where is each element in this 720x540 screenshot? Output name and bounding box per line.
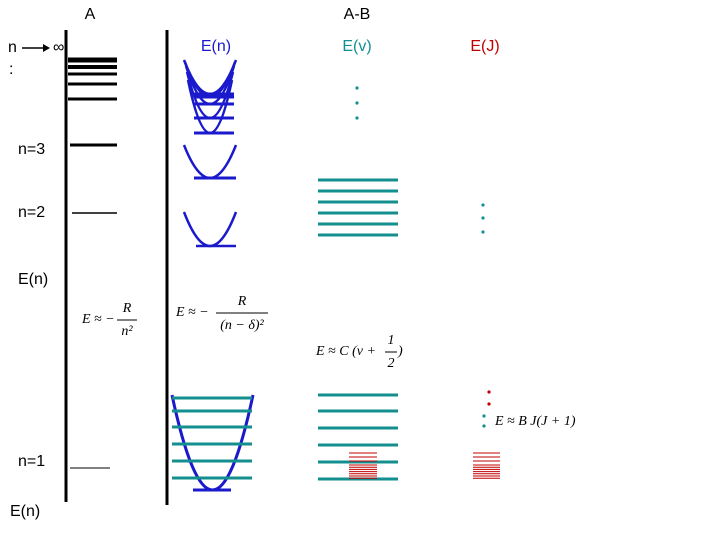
dot: [482, 424, 486, 428]
level-label: n=2: [18, 204, 45, 221]
axis-label: E(n): [10, 503, 40, 520]
formula: E ≈ C (v +: [315, 344, 376, 359]
formula: R: [122, 301, 132, 316]
formula: E ≈ −: [175, 305, 209, 320]
formula: n²: [121, 324, 133, 339]
dot: [481, 230, 485, 234]
level-label: n=3: [18, 141, 45, 158]
formula: 2: [388, 356, 395, 371]
n-label: n: [8, 39, 17, 56]
ellipsis: :: [9, 61, 13, 78]
formula: (n − δ)²: [220, 318, 264, 333]
dot: [481, 203, 485, 207]
formula: ): [397, 344, 403, 359]
molecule-title: A-B: [344, 6, 371, 23]
potential-curve: [182, 144, 238, 179]
infinity: ∞: [53, 39, 64, 56]
column-title: E(v): [342, 38, 371, 55]
dot: [487, 402, 491, 406]
dot: [355, 116, 359, 120]
column-title: E(n): [201, 38, 231, 55]
dot: [355, 101, 359, 105]
dot: [482, 414, 486, 418]
dot: [355, 86, 359, 90]
potential-curve: [182, 211, 238, 247]
arrow-head: [43, 44, 50, 52]
formula: E ≈ −: [81, 312, 115, 327]
formula: R: [237, 294, 247, 309]
formula: 1: [388, 333, 395, 348]
dot: [481, 216, 485, 220]
level-label: n=1: [18, 453, 45, 470]
formula: E ≈ B J(J + 1): [494, 414, 576, 429]
atom-title: A: [85, 6, 96, 23]
energy-label: E(n): [18, 271, 48, 288]
column-title: E(J): [470, 38, 499, 55]
dot: [487, 390, 491, 394]
